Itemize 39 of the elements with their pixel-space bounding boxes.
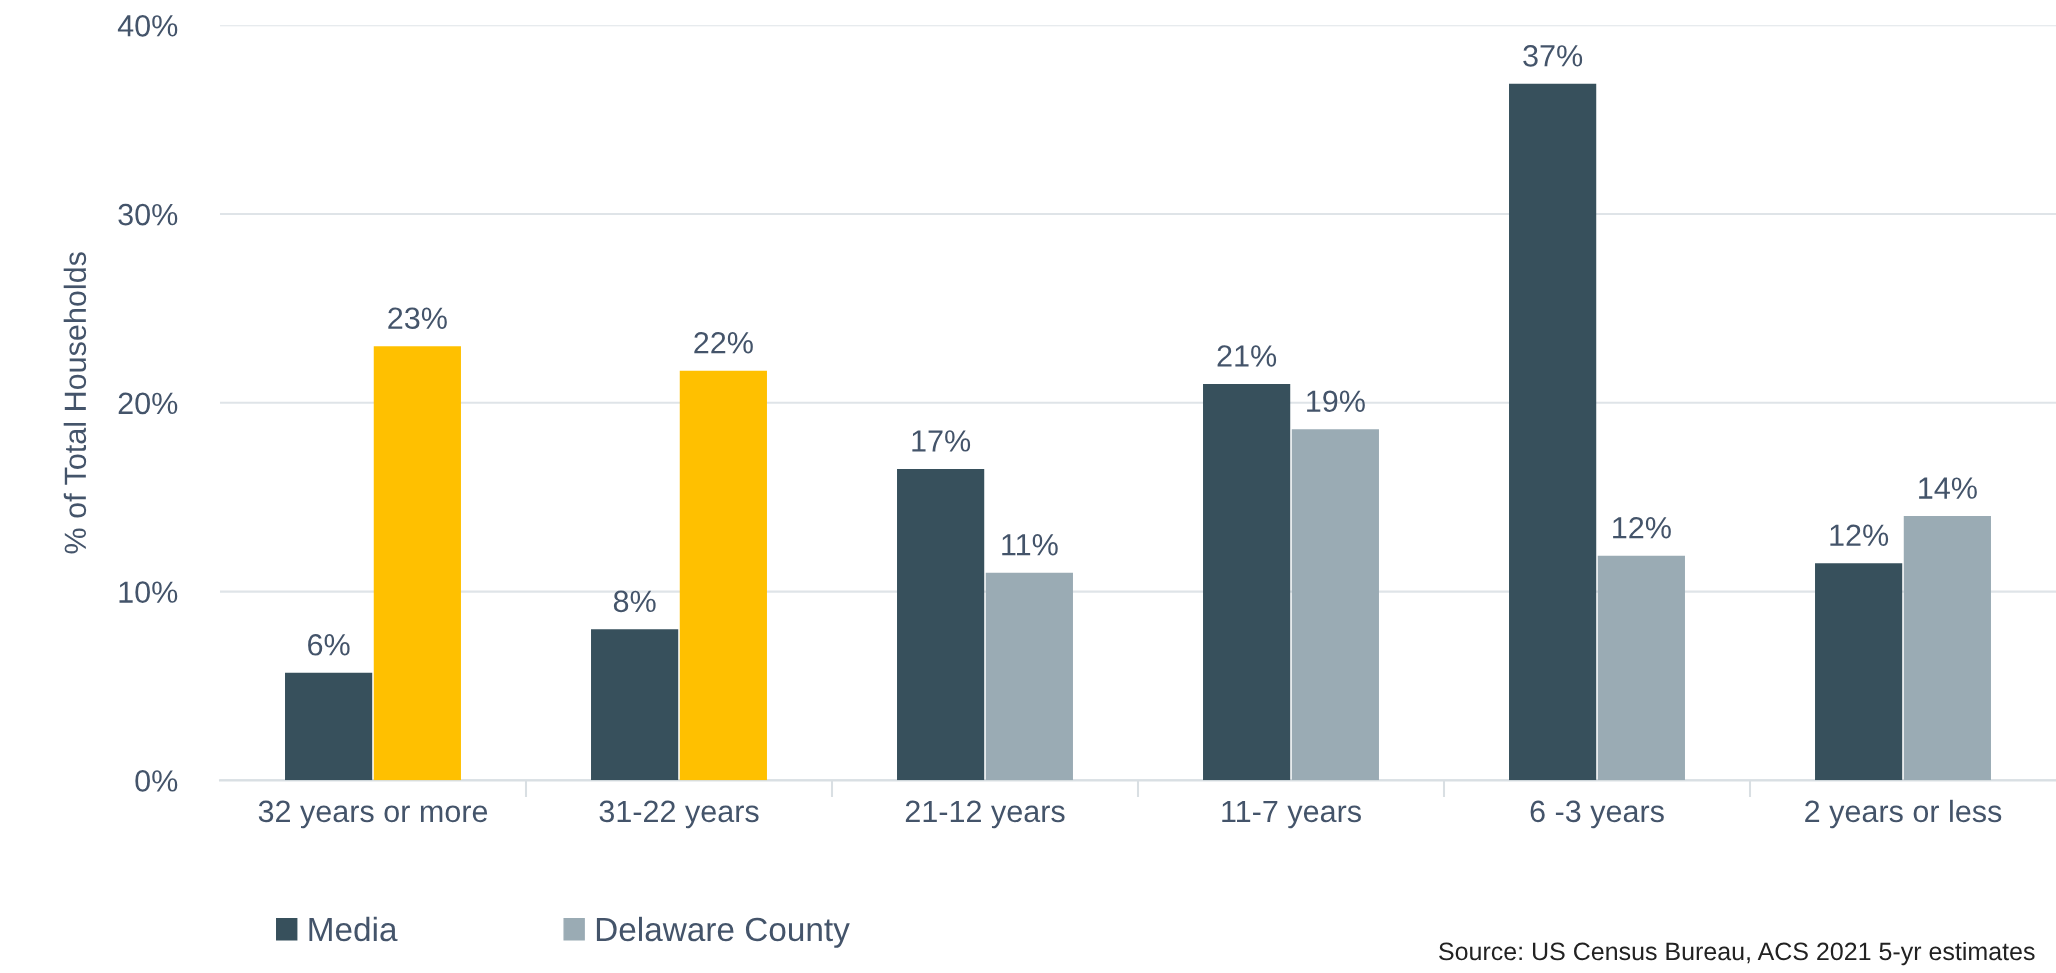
data-label: 12% bbox=[1613, 516, 1671, 539]
data-label: 22% bbox=[694, 331, 753, 354]
x-tick-label: 31-22 years bbox=[599, 800, 759, 829]
x-tick-label: 32 years or more bbox=[258, 800, 488, 829]
bar bbox=[1291, 429, 1379, 781]
bar bbox=[1903, 516, 1991, 781]
data-label: 21% bbox=[1217, 345, 1277, 367]
y-tick-label: 20% bbox=[118, 392, 178, 415]
x-tick-label: 11-7 years bbox=[1222, 800, 1361, 829]
data-label: 17% bbox=[912, 430, 971, 452]
x-tick-label: 21-12 years bbox=[905, 800, 1065, 829]
bar bbox=[897, 468, 985, 781]
x-tick-label: 6 -3 years bbox=[1530, 800, 1664, 829]
bar bbox=[985, 572, 1073, 781]
data-label: 23% bbox=[388, 307, 447, 330]
data-label: 37% bbox=[1523, 45, 1583, 67]
bar bbox=[591, 629, 679, 781]
data-label: 12% bbox=[1830, 524, 1889, 546]
y-tick-label: 0% bbox=[135, 770, 178, 792]
legend-label: Media bbox=[309, 916, 398, 942]
data-label: 8% bbox=[613, 590, 656, 613]
y-tick-label: 30% bbox=[118, 203, 178, 226]
data-label: 19% bbox=[1307, 390, 1365, 413]
data-label: 6% bbox=[308, 633, 350, 656]
data-label: 11% bbox=[1002, 534, 1058, 556]
source-note: Source: US Census Bureau, ACS 2021 5-yr estimates bbox=[1439, 941, 2035, 966]
bar bbox=[679, 370, 767, 781]
bar bbox=[1203, 383, 1291, 781]
bar bbox=[373, 346, 461, 781]
bar bbox=[1815, 563, 1903, 781]
x-tick-label: 2 years or less bbox=[1805, 799, 2002, 829]
y-tick-label: 40% bbox=[117, 15, 178, 37]
bar bbox=[285, 672, 373, 781]
bar bbox=[1597, 555, 1685, 781]
data-label: 14% bbox=[1919, 477, 1977, 499]
y-tick-label: 10% bbox=[119, 581, 178, 603]
legend-label: Delaware County bbox=[596, 916, 850, 948]
y-axis-title: % of Total Households bbox=[63, 252, 87, 554]
bar bbox=[1509, 83, 1597, 781]
